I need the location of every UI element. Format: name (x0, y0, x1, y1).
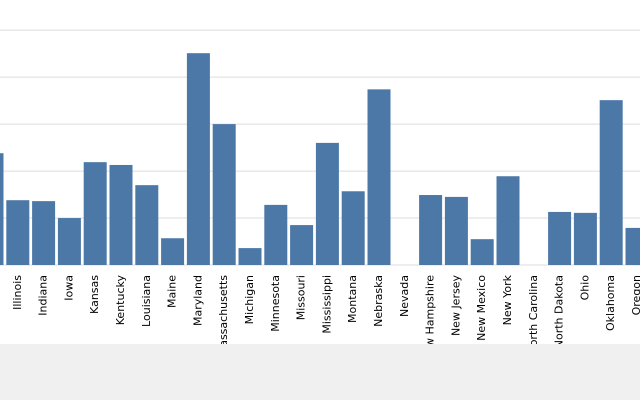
x-tick-label: Indiana (37, 275, 50, 316)
bar (264, 204, 288, 265)
bar (57, 218, 81, 265)
x-tick-label: Minnesota (269, 275, 282, 332)
bar (0, 153, 4, 265)
x-tick-label: New York (501, 274, 514, 325)
bar (315, 142, 339, 265)
bar (109, 164, 133, 265)
x-tick-label: Montana (346, 275, 359, 323)
x-tick-label: Kentucky (114, 275, 127, 326)
x-tick-label: New Hampshire (424, 275, 437, 344)
bar (470, 239, 494, 265)
x-tick-label: Oklahoma (604, 275, 617, 331)
x-tick-label: Oregon (630, 275, 640, 315)
x-tick-label: Ohio (578, 275, 591, 301)
x-tick-label: Missouri (295, 275, 308, 320)
x-tick-label: Michigan (243, 275, 256, 324)
bar (419, 195, 443, 265)
bar (212, 124, 236, 265)
x-tick-label: Kansas (88, 275, 101, 314)
bar (135, 185, 159, 265)
x-tick-label: Nebraska (372, 275, 385, 327)
bar (341, 191, 365, 265)
bar (573, 212, 597, 265)
x-tick-label: Maryland (191, 275, 204, 326)
bar (6, 200, 30, 265)
bar (161, 238, 185, 265)
footer-band (0, 344, 640, 400)
bar (186, 53, 210, 265)
bar (599, 100, 623, 265)
x-tick-label: Nevada (398, 275, 411, 317)
bar (444, 196, 468, 265)
x-tick-label: New Jersey (449, 275, 462, 337)
bar (625, 227, 640, 265)
bar (32, 201, 56, 265)
bar (83, 162, 107, 265)
bar (496, 176, 520, 265)
x-tick-label: Maine (166, 275, 179, 308)
x-tick-label: Iowa (62, 275, 75, 301)
x-tick-label: Massachusetts (217, 275, 230, 344)
x-tick-label: New Mexico (475, 275, 488, 341)
bar (238, 248, 262, 265)
x-tick-label: Louisiana (140, 275, 153, 327)
bar (367, 89, 391, 265)
bar (290, 225, 314, 265)
x-tick-label: Illinois (11, 275, 24, 310)
x-tick-label: North Dakota (553, 275, 566, 344)
bar (548, 211, 572, 265)
chart: Illinois Indiana Iowa Kansas Kentucky Louisia… (0, 29, 640, 362)
x-tick-label: North Carolina (527, 275, 540, 344)
x-tick-label: Mississippi (320, 275, 333, 334)
